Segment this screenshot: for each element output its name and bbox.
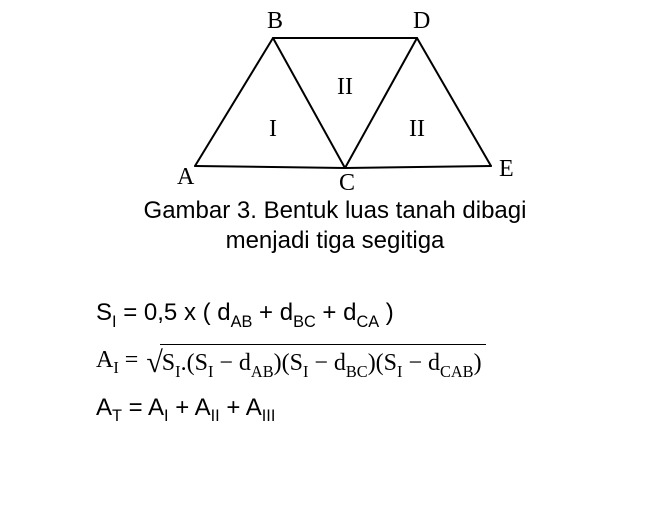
sub-I: I [175,362,180,381]
sym-A: A [96,347,113,373]
sub-CA: CA [356,313,379,331]
sub-II: II [211,407,220,425]
sub-AB: AB [251,362,274,381]
page: ABCDEIIIII Gambar 3. Bentuk luas tanah d… [0,0,670,514]
sub-BC: BC [293,313,316,331]
txt: = 0,5 x ( d [117,299,231,326]
sqrt: √SI.(SI − dAB)(SI − dBC)(SI − dCAB) [146,338,485,385]
svg-text:B: B [267,8,283,34]
radical-icon: √ [146,340,162,387]
sym-S: S [162,350,175,376]
formula-block: SI = 0,5 x ( dAB + dBC + dCA ) AI = √SI.… [96,294,486,433]
svg-text:A: A [177,164,195,190]
svg-text:C: C [339,170,355,193]
svg-text:E: E [499,156,514,182]
txt: + A [169,394,211,421]
formula-semiperimeter: SI = 0,5 x ( dAB + dBC + dCA ) [96,294,486,334]
txt: .(S [181,350,208,376]
txt: )(S [274,350,303,376]
txt: − d [402,350,440,376]
txt: + d [252,299,293,326]
svg-text:II: II [409,116,425,142]
sub-I: I [303,362,308,381]
txt: − d [308,350,346,376]
txt: = [119,347,145,373]
svg-text:II: II [337,74,353,100]
sub-III: III [262,407,276,425]
formula-heron: AI = √SI.(SI − dAB)(SI − dBC)(SI − dCAB) [96,338,486,385]
sub-I: I [113,358,118,377]
txt: )(S [368,350,397,376]
sub-I: I [397,362,402,381]
geometry-svg: ABCDEIIIII [155,8,515,193]
diagram-container: ABCDEIIIII [0,8,670,198]
txt: ) [474,350,482,376]
sym-S: S [96,299,112,326]
figure-caption-line2: menjadi tiga segitiga [0,226,670,256]
figure-caption-line1: Gambar 3. Bentuk luas tanah dibagi [0,196,670,226]
sub-I: I [164,407,169,425]
triangle-diagram: ABCDEIIIII [155,8,515,198]
sym-A: A [96,394,112,421]
sub-T: T [112,407,122,425]
txt: ) [379,299,394,326]
sub-AB: AB [231,313,253,331]
sub-I: I [208,362,213,381]
txt: − d [213,350,251,376]
txt: + d [316,299,357,326]
sub-BC: BC [346,362,368,381]
sub-I: I [112,313,117,331]
txt: = A [122,394,164,421]
sub-CAB: CAB [440,362,474,381]
svg-text:I: I [269,116,277,142]
txt: + A [220,394,262,421]
formula-total-area: AT = AI + AII + AIII [96,389,486,429]
radicand: SI.(SI − dAB)(SI − dBC)(SI − dCAB) [160,344,486,383]
svg-text:D: D [413,8,430,34]
